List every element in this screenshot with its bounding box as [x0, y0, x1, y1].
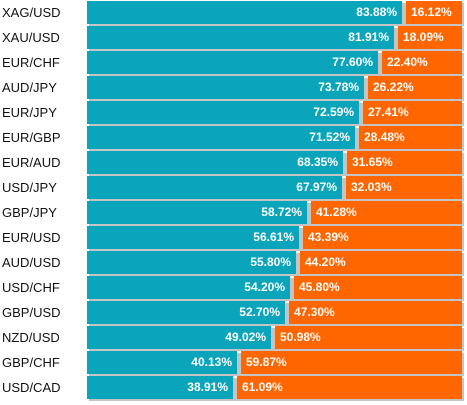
bar-track: 40.13% 59.87% [87, 351, 464, 376]
bar-track: 71.52% 28.48% [87, 126, 464, 151]
short-bar: 32.03% [346, 176, 462, 199]
pair-label: GBP/USD [2, 305, 61, 320]
bar-row: USD/CAD 38.91% 61.09% [0, 376, 467, 401]
bar-row: EUR/GBP 71.52% 28.48% [0, 126, 467, 151]
bar-track: 83.88% 16.12% [87, 1, 464, 26]
bar-row: AUD/JPY 73.78% 26.22% [0, 76, 467, 101]
long-bar: 52.70% [87, 301, 285, 324]
long-bar: 68.35% [87, 151, 343, 174]
bar-track: 58.72% 41.28% [87, 201, 464, 226]
long-bar: 72.59% [87, 101, 359, 124]
long-bar: 54.20% [87, 276, 290, 299]
long-bar: 49.02% [87, 326, 271, 349]
bar-track: 54.20% 45.80% [87, 276, 464, 301]
short-bar: 61.09% [237, 376, 462, 399]
bar-row: EUR/AUD 68.35% 31.65% [0, 151, 467, 176]
bar-track: 68.35% 31.65% [87, 151, 464, 176]
bar-row: XAG/USD 83.88% 16.12% [0, 1, 467, 26]
short-bar: 28.48% [359, 126, 462, 149]
long-bar: 71.52% [87, 126, 355, 149]
pair-label: USD/CAD [2, 380, 61, 395]
long-bar: 56.61% [87, 226, 299, 249]
short-bar: 16.12% [406, 1, 462, 24]
short-bar: 27.41% [363, 101, 462, 124]
bar-track: 49.02% 50.98% [87, 326, 464, 351]
long-bar: 55.80% [87, 251, 296, 274]
long-bar: 40.13% [87, 351, 237, 374]
long-bar: 58.72% [87, 201, 307, 224]
bar-row: EUR/USD 56.61% 43.39% [0, 226, 467, 251]
short-bar: 50.98% [275, 326, 462, 349]
bar-row: GBP/USD 52.70% 47.30% [0, 301, 467, 326]
long-bar: 38.91% [87, 376, 233, 399]
short-bar: 45.80% [294, 276, 462, 299]
pair-label: EUR/JPY [2, 105, 57, 120]
bar-track: 67.97% 32.03% [87, 176, 464, 201]
short-bar: 59.87% [241, 351, 462, 374]
bar-row: USD/CHF 54.20% 45.80% [0, 276, 467, 301]
bar-row: GBP/CHF 40.13% 59.87% [0, 351, 467, 376]
bar-track: 55.80% 44.20% [87, 251, 464, 276]
pair-label: EUR/USD [2, 230, 61, 245]
short-bar: 31.65% [347, 151, 462, 174]
bar-track: 77.60% 22.40% [87, 51, 464, 76]
bar-row: AUD/USD 55.80% 44.20% [0, 251, 467, 276]
pair-label: XAG/USD [2, 5, 61, 20]
bar-row: XAU/USD 81.91% 18.09% [0, 26, 467, 51]
short-bar: 44.20% [300, 251, 462, 274]
bar-track: 38.91% 61.09% [87, 376, 464, 401]
short-bar: 22.40% [382, 51, 462, 74]
pair-label: AUD/USD [2, 255, 61, 270]
pair-label: USD/JPY [2, 180, 57, 195]
short-bar: 26.22% [368, 76, 462, 99]
short-bar: 41.28% [311, 201, 462, 224]
long-bar: 73.78% [87, 76, 364, 99]
pair-label: EUR/CHF [2, 55, 60, 70]
pair-label: GBP/JPY [2, 205, 57, 220]
short-bar: 47.30% [289, 301, 462, 324]
bar-track: 52.70% 47.30% [87, 301, 464, 326]
pair-label: XAU/USD [2, 30, 60, 45]
long-bar: 83.88% [87, 1, 402, 24]
short-bar: 43.39% [303, 226, 462, 249]
bar-track: 81.91% 18.09% [87, 26, 464, 51]
bar-row: EUR/CHF 77.60% 22.40% [0, 51, 467, 76]
bar-row: GBP/JPY 58.72% 41.28% [0, 201, 467, 226]
bar-track: 56.61% 43.39% [87, 226, 464, 251]
long-bar: 77.60% [87, 51, 378, 74]
bar-row: EUR/JPY 72.59% 27.41% [0, 101, 467, 126]
long-bar: 67.97% [87, 176, 342, 199]
pair-label: GBP/CHF [2, 355, 60, 370]
bar-row: NZD/USD 49.02% 50.98% [0, 326, 467, 351]
long-bar: 81.91% [87, 26, 394, 49]
pair-label: EUR/GBP [2, 130, 61, 145]
short-bar: 18.09% [398, 26, 462, 49]
bar-track: 73.78% 26.22% [87, 76, 464, 101]
pair-label: AUD/JPY [2, 80, 57, 95]
pair-label: NZD/USD [2, 330, 60, 345]
pair-label: USD/CHF [2, 280, 60, 295]
bar-track: 72.59% 27.41% [87, 101, 464, 126]
bar-row: USD/JPY 67.97% 32.03% [0, 176, 467, 201]
pair-label: EUR/AUD [2, 155, 61, 170]
